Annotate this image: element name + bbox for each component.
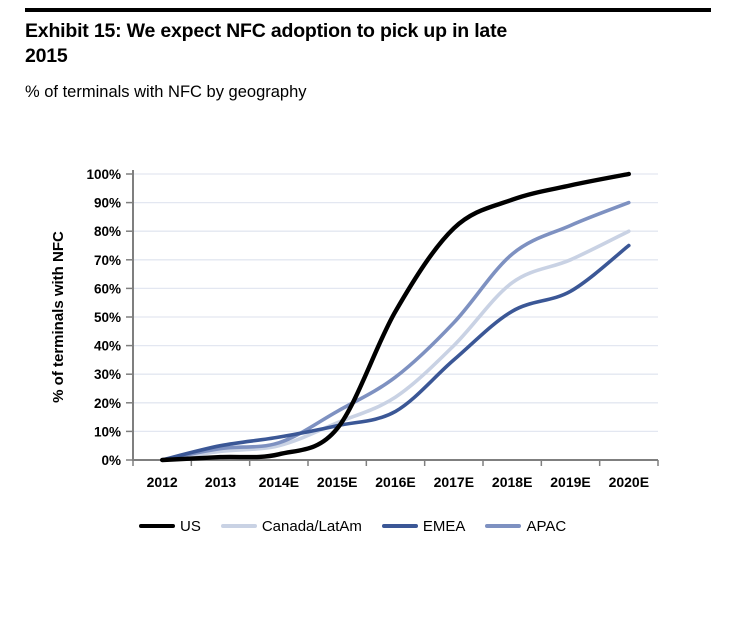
series-line-apac <box>160 200 631 462</box>
exhibit-subtitle: % of terminals with NFC by geography <box>25 83 307 101</box>
legend-label: US <box>180 517 201 535</box>
legend-label: EMEA <box>422 517 466 535</box>
y-tick-label: 20% <box>94 396 121 411</box>
legend-swatch-us <box>139 523 175 529</box>
x-tick-label: 2017E <box>434 474 474 490</box>
series-line-canada-latam <box>160 229 631 462</box>
exhibit-title-line1: Exhibit 15: We expect NFC adoption to pi… <box>25 20 508 42</box>
legend-item-canada-latam: Canada/LatAm <box>220 517 362 535</box>
series-line-emea <box>160 243 631 462</box>
y-tick-label: 100% <box>86 167 121 182</box>
legend-label: Canada/LatAm <box>261 517 362 535</box>
y-tick-label: 80% <box>94 224 121 239</box>
y-axis-title: % of terminals with NFC <box>50 231 67 403</box>
exhibit-top-rule <box>25 8 711 12</box>
x-tick-label: 2016E <box>375 474 415 490</box>
y-tick-label: 90% <box>94 196 121 211</box>
x-tick-label: 2013 <box>205 474 236 490</box>
x-tick-label: 2020E <box>609 474 649 490</box>
y-tick-label: 0% <box>101 453 121 468</box>
y-tick-label: 10% <box>94 424 121 439</box>
y-tick-label: 30% <box>94 367 121 382</box>
legend-item-us: US <box>139 518 201 535</box>
nfc-adoption-line-chart: 0% 10% 20% 30% 40% 50% 60% 70% 80% 90% 100% 2012 201… <box>50 167 659 490</box>
legend-swatch-canada-latam <box>220 524 257 528</box>
exhibit-title: Exhibit 15: We expect NFC adoption to pi… <box>25 19 507 70</box>
y-tick-label: 60% <box>94 281 121 296</box>
chart-legend: US Canada/LatAm EMEA APAC <box>139 513 566 539</box>
x-tick-label: 2015E <box>317 474 357 490</box>
legend-label: APAC <box>526 517 567 535</box>
x-tick-label: 2014E <box>259 474 299 490</box>
y-tick-label: 70% <box>94 253 121 268</box>
x-tick-label: 2019E <box>550 474 590 490</box>
legend-item-emea: EMEA <box>381 517 466 535</box>
x-tick-label: 2018E <box>492 474 532 490</box>
y-tick-label: 40% <box>94 339 121 354</box>
exhibit-title-line2: 2015 <box>25 45 68 68</box>
y-tick-label: 50% <box>94 310 121 325</box>
legend-swatch-apac <box>485 524 522 528</box>
x-tick-label: 2012 <box>147 474 178 490</box>
legend-swatch-emea <box>381 524 418 528</box>
legend-item-apac: APAC <box>485 518 566 535</box>
series-line-us <box>160 171 631 463</box>
